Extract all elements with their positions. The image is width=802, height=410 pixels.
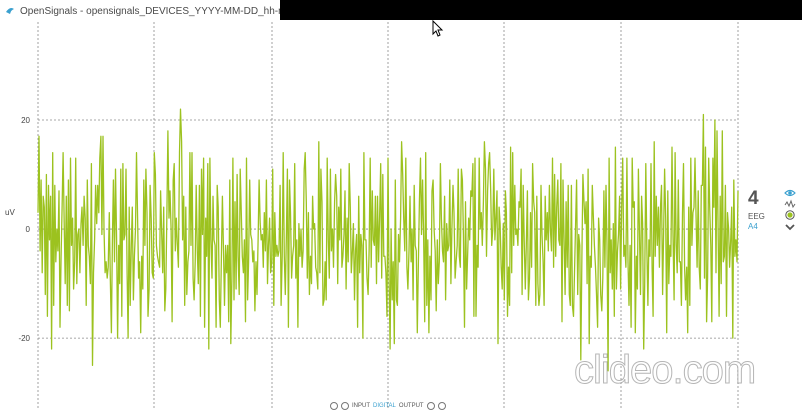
y-tick-label: 0 (26, 225, 31, 234)
chevron-down-icon[interactable] (784, 222, 796, 232)
series-group (37, 108, 739, 372)
y-tick-label: -20 (18, 334, 30, 343)
channel-panel[interactable]: 4 EEG A4 (740, 186, 802, 246)
black-overlay-bar (280, 0, 802, 20)
input-label[interactable]: INPUT (352, 403, 370, 409)
y-axis-label: uV (5, 208, 15, 217)
target-icon[interactable] (784, 210, 796, 220)
opensignals-logo-icon (6, 8, 14, 14)
waveform-icon[interactable] (784, 199, 796, 209)
signal-series-line (37, 108, 739, 372)
mouse-cursor-icon (432, 20, 444, 37)
output-label[interactable]: OUTPUT (398, 403, 424, 409)
y-tick-label: 20 (21, 116, 30, 125)
channel-type: EEG (748, 212, 765, 221)
channel-port: A4 (748, 222, 758, 231)
channel-number: 4 (748, 188, 759, 209)
watermark: clideo.com (573, 348, 756, 393)
window-title: OpenSignals - opensignals_DEVICES_YYYY-M… (20, 5, 312, 17)
eye-icon[interactable] (784, 188, 796, 198)
y-tick-labels: 20 0 -20 (18, 116, 30, 343)
digital-label[interactable]: DIGITAL (373, 403, 396, 409)
